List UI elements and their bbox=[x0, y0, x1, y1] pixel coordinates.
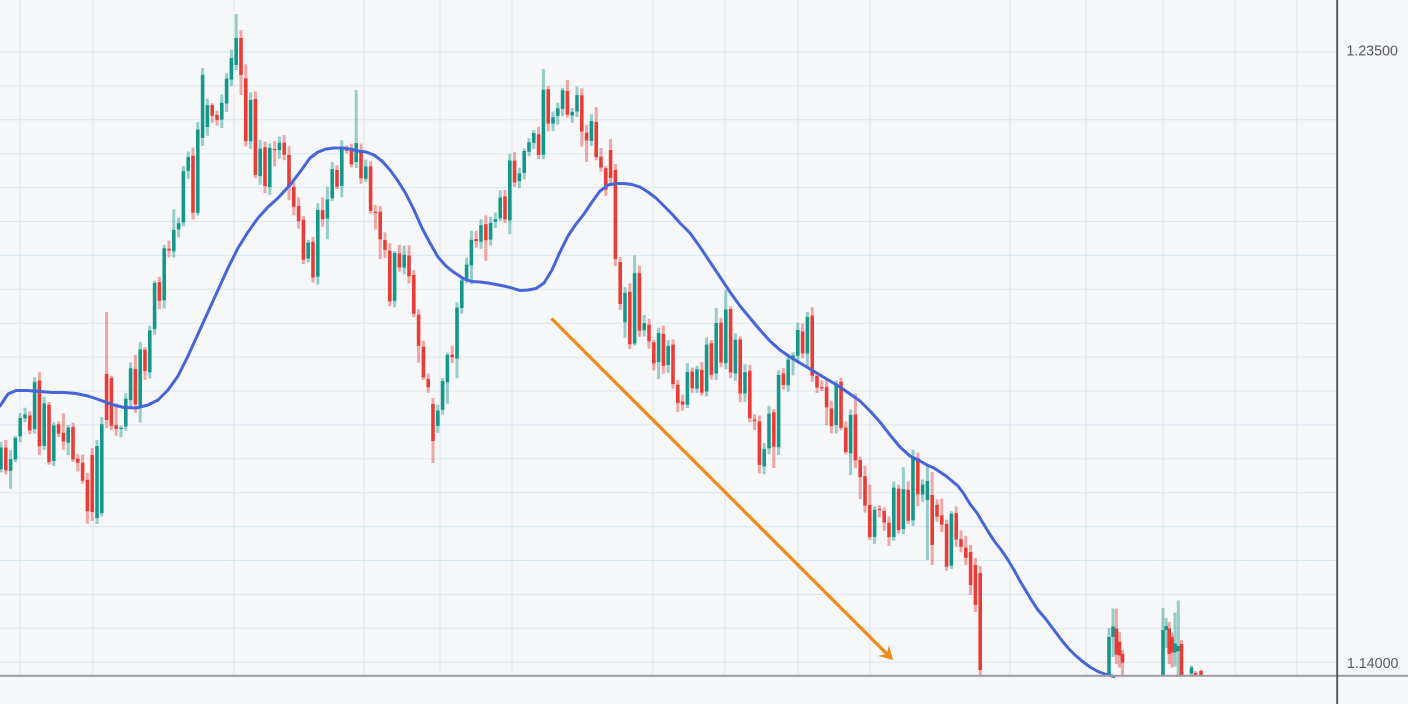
svg-text:1.23500: 1.23500 bbox=[1346, 44, 1398, 60]
svg-text:1.14000: 1.14000 bbox=[1347, 656, 1399, 672]
